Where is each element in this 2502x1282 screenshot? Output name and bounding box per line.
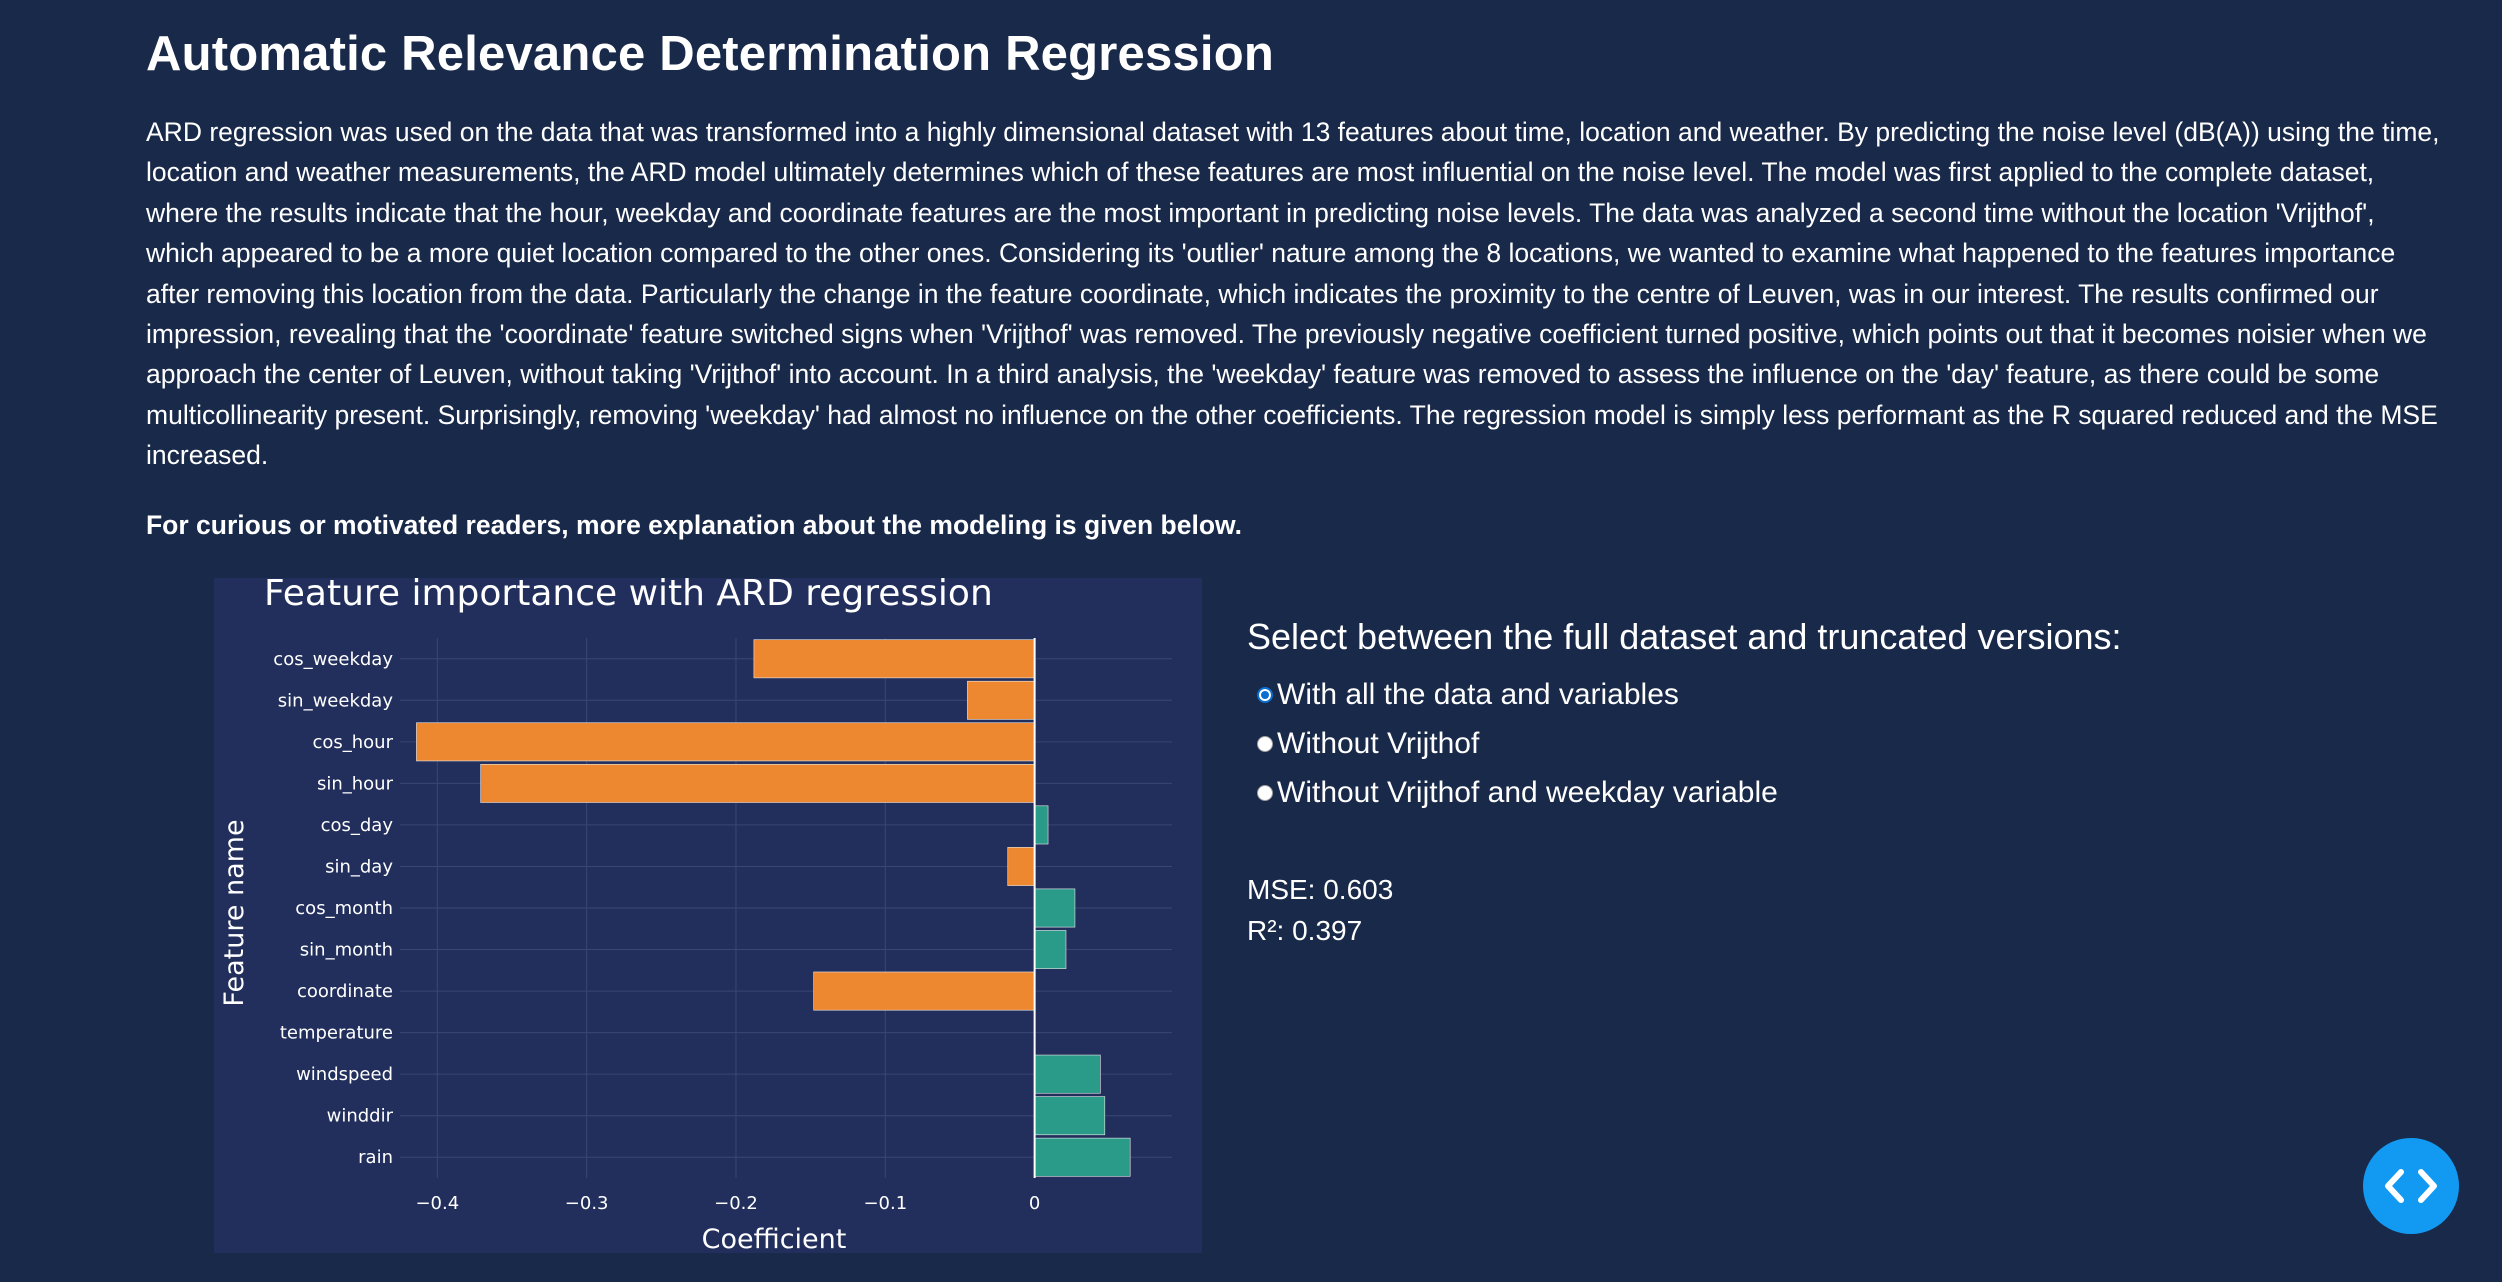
bar-coordinate[interactable]: [813, 971, 1035, 1011]
y-tick-labels: cos_weekday sin_weekday cos_hour sin_hourco…: [273, 649, 393, 1168]
bar-cos_hour[interactable]: [416, 722, 1035, 762]
bar-cos_weekday[interactable]: [753, 639, 1035, 679]
bar-sin_hour[interactable]: [480, 763, 1035, 803]
radio-option-without-vrijthof-weekday[interactable]: Without Vrijthof and weekday variable: [1247, 768, 2247, 817]
bar-sin_weekday[interactable]: [967, 680, 1035, 720]
chart-svg: Feature importance with ARD regression c…: [219, 578, 1172, 1253]
code-toggle-button[interactable]: [2363, 1138, 2459, 1234]
y-tick-label: coordinate: [297, 981, 393, 1002]
bar-sin_month[interactable]: [1034, 930, 1067, 969]
y-tick-label: temperature: [280, 1023, 393, 1044]
x-tick-label: −0.4: [415, 1193, 459, 1214]
x-tick-label: 0: [1029, 1193, 1040, 1214]
y-tick-label: cos_month: [295, 898, 393, 919]
x-tick-label: −0.2: [714, 1193, 758, 1214]
radio-button[interactable]: [1257, 686, 1273, 703]
page-title: Automatic Relevance Determination Regres…: [146, 27, 1274, 81]
y-tick-label: cos_weekday: [273, 649, 393, 670]
radio-button[interactable]: [1257, 784, 1273, 801]
y-axis-label: Feature name: [219, 819, 250, 1006]
bar-winddir[interactable]: [1034, 1096, 1106, 1136]
reader-note: For curious or motivated readers, more e…: [146, 510, 1243, 540]
y-tick-label: sin_month: [300, 940, 393, 961]
radio-option-all-data[interactable]: With all the data and variables: [1247, 670, 2247, 719]
y-tick-label: cos_hour: [312, 732, 393, 753]
bar-cos_day[interactable]: [1034, 805, 1049, 845]
r2-value: R²: 0.397: [1247, 915, 1363, 946]
x-tick-labels: −0.4 −0.3 −0.2 −0.1 0: [415, 1193, 1040, 1214]
y-tick-label: rain: [358, 1147, 393, 1168]
y-tick-label: sin_hour: [317, 773, 394, 794]
feature-importance-chart: Feature importance with ARD regression c…: [214, 578, 1202, 1253]
y-tick-label: windspeed: [296, 1064, 393, 1085]
x-axis-label: Coefficient: [702, 1224, 847, 1253]
x-tick-label: −0.3: [565, 1193, 609, 1214]
bar-windspeed[interactable]: [1034, 1054, 1101, 1094]
y-tick-label: sin_day: [325, 856, 393, 877]
y-tick-label: winddir: [327, 1106, 394, 1127]
radio-option-without-vrijthof[interactable]: Without Vrijthof: [1247, 719, 2247, 768]
model-metrics: MSE: 0.603 R²: 0.397: [1247, 869, 2247, 951]
y-tick-label: cos_day: [321, 815, 394, 836]
bar-sin_day[interactable]: [1007, 847, 1035, 886]
radio-label: With all the data and variables: [1277, 677, 1679, 711]
description-paragraph: ARD regression was used on the data that…: [146, 117, 2440, 471]
dataset-selector: Select between the full dataset and trun…: [1247, 616, 2247, 951]
mse-value: MSE: 0.603: [1247, 874, 1394, 905]
bar-rain[interactable]: [1034, 1137, 1131, 1177]
radio-button[interactable]: [1257, 735, 1273, 752]
bar-cos_month[interactable]: [1034, 888, 1076, 928]
bar-layer: [416, 638, 1131, 1178]
x-tick-label: −0.1: [863, 1193, 907, 1214]
chart-title: Feature importance with ARD regression: [264, 578, 993, 614]
y-tick-label: sin_weekday: [278, 690, 394, 711]
radio-label: Without Vrijthof: [1277, 726, 1480, 760]
radio-label: Without Vrijthof and weekday variable: [1277, 775, 1778, 809]
selector-title: Select between the full dataset and trun…: [1247, 616, 2122, 657]
code-icon: [2385, 1169, 2437, 1203]
